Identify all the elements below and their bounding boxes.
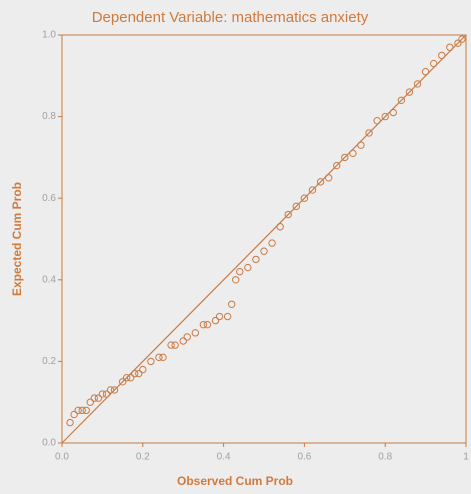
data-point (211, 316, 220, 325)
x-tick-label: 0.4 (217, 452, 231, 463)
data-point (199, 320, 208, 329)
data-point (223, 312, 232, 321)
data-point (252, 255, 260, 264)
data-point (183, 333, 191, 341)
data-point (159, 353, 167, 362)
data-point (110, 386, 119, 394)
data-point (292, 202, 301, 211)
data-point (244, 263, 252, 272)
data-point (106, 386, 115, 394)
data-point (94, 394, 103, 402)
data-point (139, 365, 147, 374)
y-tick-label: 1.0 (42, 30, 56, 41)
data-point (155, 353, 163, 362)
data-point (300, 194, 309, 202)
data-point (78, 406, 86, 415)
data-point (316, 178, 325, 186)
chart-title: Dependent Variable: mathematics anxiety (92, 9, 369, 26)
x-axis-label: Observed Cum Prob (177, 474, 293, 488)
data-point (349, 149, 357, 158)
data-point (381, 112, 389, 121)
data-point (82, 406, 90, 415)
data-point (458, 35, 466, 43)
plot-frame (61, 34, 467, 444)
data-point (203, 320, 212, 329)
data-point (389, 108, 397, 117)
data-point (333, 161, 341, 170)
data-point (135, 369, 143, 378)
data-point (324, 174, 333, 182)
data-point (90, 394, 99, 402)
data-point (308, 186, 317, 194)
data-point (454, 39, 462, 47)
y-tick-label: 0.2 (42, 356, 56, 367)
data-point (215, 312, 224, 321)
data-point (118, 378, 127, 386)
reference-line (61, 34, 467, 444)
data-point (397, 96, 406, 104)
data-point (191, 329, 200, 337)
data-point (413, 80, 422, 88)
data-point (74, 406, 82, 415)
x-tick-label: 0.2 (136, 452, 150, 463)
data-point (260, 247, 268, 255)
data-point (373, 116, 381, 125)
x-tick-label: 0.8 (378, 452, 392, 463)
data-point (131, 369, 139, 378)
data-point (405, 88, 414, 96)
data-point (102, 390, 111, 398)
data-point (268, 239, 276, 247)
x-tick-label: 0.0 (55, 452, 69, 463)
data-point (421, 68, 430, 76)
data-point (438, 51, 446, 60)
data-point (167, 341, 175, 349)
data-point (429, 59, 438, 68)
y-tick-label: 0.0 (42, 438, 56, 449)
data-point (357, 141, 365, 149)
data-point (66, 418, 74, 427)
x-tick-label: 0.6 (297, 452, 311, 463)
data-point (236, 267, 244, 276)
data-point (147, 357, 155, 366)
data-point (341, 153, 349, 162)
y-tick-label: 0.4 (42, 274, 56, 285)
data-point (98, 390, 107, 398)
data-point (70, 410, 78, 419)
data-point (284, 210, 292, 219)
x-tick-label: 1 (463, 452, 469, 463)
y-axis-label: Expected Cum Prob (10, 182, 24, 296)
data-point (86, 398, 94, 406)
data-point (126, 374, 135, 382)
data-point (179, 337, 187, 345)
data-point (365, 129, 373, 137)
data-point (446, 43, 454, 51)
y-tick-label: 0.8 (42, 111, 56, 122)
data-point (122, 374, 131, 382)
data-point (232, 276, 240, 284)
data-point (276, 223, 284, 231)
y-tick-label: 0.6 (42, 193, 56, 204)
data-point (227, 300, 236, 308)
data-point (171, 341, 179, 349)
